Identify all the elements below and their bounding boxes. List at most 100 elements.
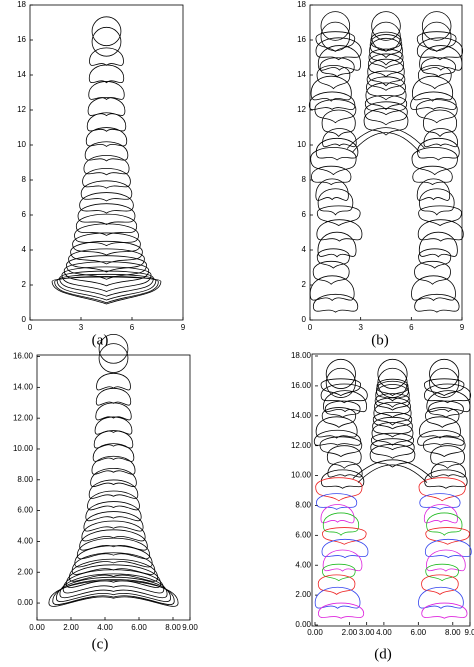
drop-shape xyxy=(88,81,125,100)
drop-shape xyxy=(370,438,415,459)
y-tick-label: 16.00 xyxy=(291,381,312,390)
y-tick-label: 10 xyxy=(297,140,306,149)
drop-shape xyxy=(317,45,362,71)
x-tick-label: 9.0 xyxy=(464,628,474,637)
drop-shape xyxy=(420,57,456,78)
y-tick-label: 2 xyxy=(302,280,307,289)
drop-shape xyxy=(327,461,363,478)
drop-shape xyxy=(85,501,142,522)
drop-shape xyxy=(85,127,128,147)
drop-shape xyxy=(315,477,363,502)
drop-shape xyxy=(366,76,406,101)
x-tick-label: 8.00 xyxy=(445,628,461,637)
drop-circle xyxy=(91,16,122,47)
drop-shape xyxy=(95,388,132,406)
drop-circle xyxy=(325,358,356,389)
drop-shape xyxy=(370,432,415,451)
drop-shape xyxy=(417,138,460,161)
drop-shape xyxy=(56,576,171,603)
drop-shape xyxy=(416,37,464,61)
drop-shape xyxy=(308,91,356,110)
drop-shape xyxy=(370,31,402,52)
drop-shape xyxy=(424,383,472,404)
drop-shape xyxy=(59,573,168,599)
drop-shape xyxy=(371,422,414,446)
drop-shape xyxy=(88,64,125,84)
drop-shape xyxy=(320,383,368,404)
drop-shape xyxy=(411,147,458,176)
drop-shape xyxy=(56,273,157,301)
y-tick-label: 6.00 xyxy=(295,530,311,539)
drop-shape xyxy=(374,393,411,411)
drop-shape xyxy=(411,275,456,302)
y-tick-label: 10.00 xyxy=(291,471,312,480)
drop-shape xyxy=(322,512,360,536)
drop-shape xyxy=(48,580,179,607)
drop-shape xyxy=(419,416,461,439)
plot-frame xyxy=(309,4,463,321)
drop-circle xyxy=(320,11,351,41)
y-tick-label: 8 xyxy=(22,175,27,184)
drop-shape xyxy=(417,429,465,446)
drop-shape xyxy=(426,390,471,413)
drop-shape xyxy=(364,94,408,116)
drop-shape xyxy=(316,219,363,242)
drop-shape xyxy=(317,602,365,619)
x-tick-label: 0 xyxy=(308,323,313,332)
drop-shape xyxy=(95,402,132,421)
drop-shape xyxy=(319,436,363,458)
x-tick-label: 8.00 xyxy=(165,623,181,632)
drop-shape xyxy=(369,444,416,468)
y-tick-label: 8.00 xyxy=(295,501,311,510)
x-tick-label: 0 xyxy=(28,323,33,332)
drop-shape xyxy=(366,70,406,91)
y-tick-label: 14 xyxy=(297,70,306,79)
drop-circle xyxy=(429,358,460,389)
drop-shape xyxy=(324,400,361,418)
drop-shape xyxy=(414,260,451,285)
drop-shape xyxy=(92,443,135,462)
y-tick-label: 16 xyxy=(17,35,26,44)
drop-shape xyxy=(96,373,131,391)
drop-shape xyxy=(315,416,358,439)
drop-shape xyxy=(74,223,139,247)
drop-shape xyxy=(317,574,356,595)
x-tick-label: 6 xyxy=(130,323,135,332)
drop-shape xyxy=(317,188,354,216)
drop-shape xyxy=(68,558,159,582)
x-tick-label: 2.00 xyxy=(342,628,358,637)
drop-shape xyxy=(423,128,459,148)
drop-shape xyxy=(424,539,472,559)
drop-circle xyxy=(91,26,122,57)
y-tick-label: 16 xyxy=(297,35,306,44)
drop-shape xyxy=(315,37,362,61)
arch xyxy=(352,459,433,483)
drop-shape xyxy=(372,416,413,438)
drop-shape xyxy=(316,248,350,269)
drop-shape xyxy=(314,99,357,124)
drop-shape xyxy=(322,549,363,572)
drop-shape xyxy=(417,219,464,242)
drop-shape xyxy=(310,75,352,102)
drop-shape xyxy=(426,549,466,572)
drop-shape xyxy=(321,407,357,428)
drop-shape xyxy=(316,205,361,226)
drop-shape xyxy=(415,99,458,124)
drop-shape xyxy=(88,479,139,499)
y-tick-label: 0 xyxy=(302,315,307,324)
drop-shape xyxy=(315,178,349,201)
drop-shape xyxy=(309,275,355,302)
plot-frame xyxy=(311,353,471,627)
drop-shape xyxy=(418,477,466,502)
drop-shape xyxy=(321,563,356,582)
x-tick-label: 9.00 xyxy=(182,623,198,632)
drop-shape xyxy=(91,455,136,475)
drop-shape xyxy=(423,504,458,524)
panel-label: (c) xyxy=(92,636,109,652)
drop-circle xyxy=(98,333,129,364)
drop-shape xyxy=(411,75,454,102)
y-tick-label: 12 xyxy=(17,105,26,114)
panel: 0.00 2.00 3.00 4.00 6.00 8.00 9.00.002.004.006… xyxy=(291,351,474,662)
drop-shape xyxy=(65,564,162,588)
